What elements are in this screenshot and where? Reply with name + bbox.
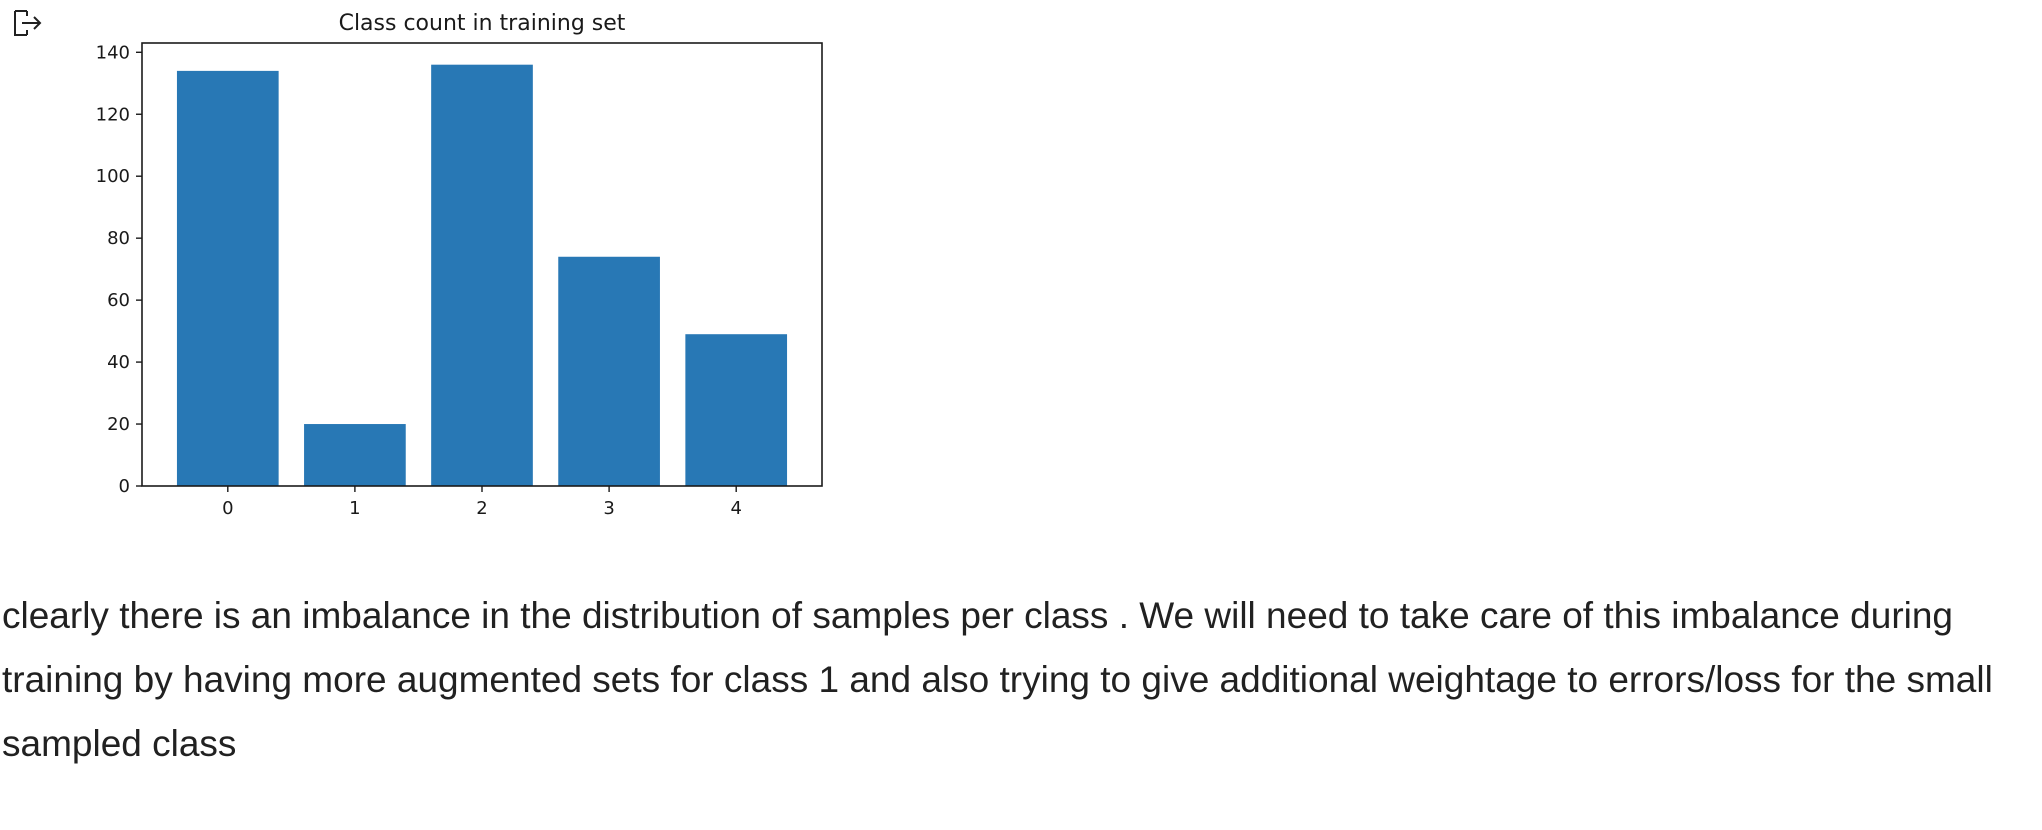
- y-axis: 0 20 40 60 80 100 120 140: [96, 42, 142, 497]
- bar-class-3: [558, 256, 660, 486]
- markdown-paragraph: clearly there is an imbalance in the dis…: [2, 595, 1993, 764]
- output-arrow-icon[interactable]: [12, 8, 46, 38]
- x-axis: 0 1 2 3 4: [222, 486, 742, 519]
- y-tick-label: 60: [107, 290, 130, 311]
- y-tick-label: 140: [96, 42, 130, 63]
- y-tick-label: 0: [119, 476, 130, 497]
- x-tick-label: 1: [349, 498, 360, 519]
- bar-chart-svg: Class count in training set 020406080100…: [96, 11, 823, 519]
- y-tick-label: 100: [96, 166, 130, 187]
- x-tick-label: 4: [730, 498, 741, 519]
- bar-chart: Class count in training set 0 20 40 60 80 100…: [60, 0, 850, 530]
- y-tick-label: 40: [107, 352, 130, 373]
- plot-frame: [141, 42, 823, 487]
- chart-title: Class count in training set: [339, 11, 626, 36]
- y-tick-label: 20: [107, 414, 130, 435]
- y-tick-label: 120: [96, 104, 130, 125]
- bars-layer: [176, 64, 788, 487]
- x-tick-label: 2: [476, 498, 487, 519]
- bar-class-1: [304, 424, 406, 486]
- x-tick-label: 3: [603, 498, 614, 519]
- y-tick-label: 80: [107, 228, 130, 249]
- bar-class-0: [176, 70, 279, 487]
- bar-class-2: [431, 64, 533, 487]
- bar-class-4: [685, 334, 788, 486]
- x-tick-label: 0: [222, 498, 233, 519]
